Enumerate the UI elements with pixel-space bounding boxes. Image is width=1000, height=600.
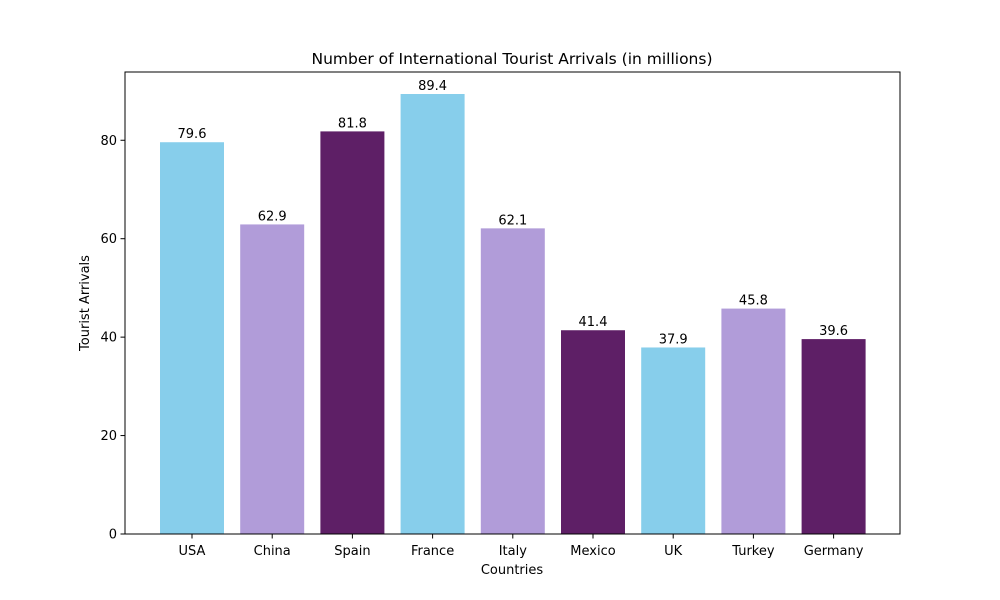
x-tick-label: Spain <box>334 544 370 559</box>
bar-spain <box>320 131 385 534</box>
x-tick-label: Turkey <box>731 544 775 559</box>
x-tick-label: Germany <box>804 544 864 559</box>
value-label-usa: 79.6 <box>178 127 207 142</box>
x-tick-label: Italy <box>499 544 528 559</box>
bar-china <box>240 224 305 534</box>
y-tick-label: 80 <box>100 134 117 149</box>
y-tick-label: 20 <box>100 429 117 444</box>
y-tick-label: 40 <box>100 331 117 346</box>
bars-layer <box>160 94 866 535</box>
x-tick-label: UK <box>664 544 683 559</box>
value-label-turkey: 45.8 <box>739 294 768 309</box>
x-tick-label: France <box>411 544 454 559</box>
bar-italy <box>480 228 545 535</box>
y-tick-label: 0 <box>109 528 117 543</box>
x-tick-label: China <box>254 544 291 559</box>
bar-france <box>400 94 465 534</box>
x-tick-label: Mexico <box>570 544 615 559</box>
value-label-italy: 62.1 <box>498 213 527 228</box>
bar-usa <box>160 142 224 535</box>
y-tick-label: 60 <box>100 232 117 247</box>
value-label-spain: 81.8 <box>338 116 367 131</box>
y-axis-label: Tourist Arrivals <box>78 255 93 352</box>
bar-turkey <box>721 308 786 534</box>
value-label-china: 62.9 <box>258 209 287 224</box>
x-axis-label: Countries <box>481 563 544 578</box>
value-label-germany: 39.6 <box>819 324 848 339</box>
bar-mexico <box>561 330 625 534</box>
value-label-uk: 37.9 <box>659 332 688 347</box>
y-axis-ticks: 0 20 40 60 80 <box>100 134 125 543</box>
bar-germany <box>801 339 866 534</box>
value-label-france: 89.4 <box>418 79 447 94</box>
bar-uk <box>641 347 706 534</box>
x-tick-label: USA <box>179 544 206 559</box>
chart-title: Number of International Tourist Arrivals… <box>311 50 712 68</box>
x-axis-ticks: USA China Spain France Italy Mexico UK Turkey Ge… <box>179 534 864 559</box>
value-label-mexico: 41.4 <box>579 315 608 330</box>
value-labels-layer: 79.6 62.9 81.8 89.4 62.1 41.4 37.9 45.8 39.6 <box>178 79 849 347</box>
